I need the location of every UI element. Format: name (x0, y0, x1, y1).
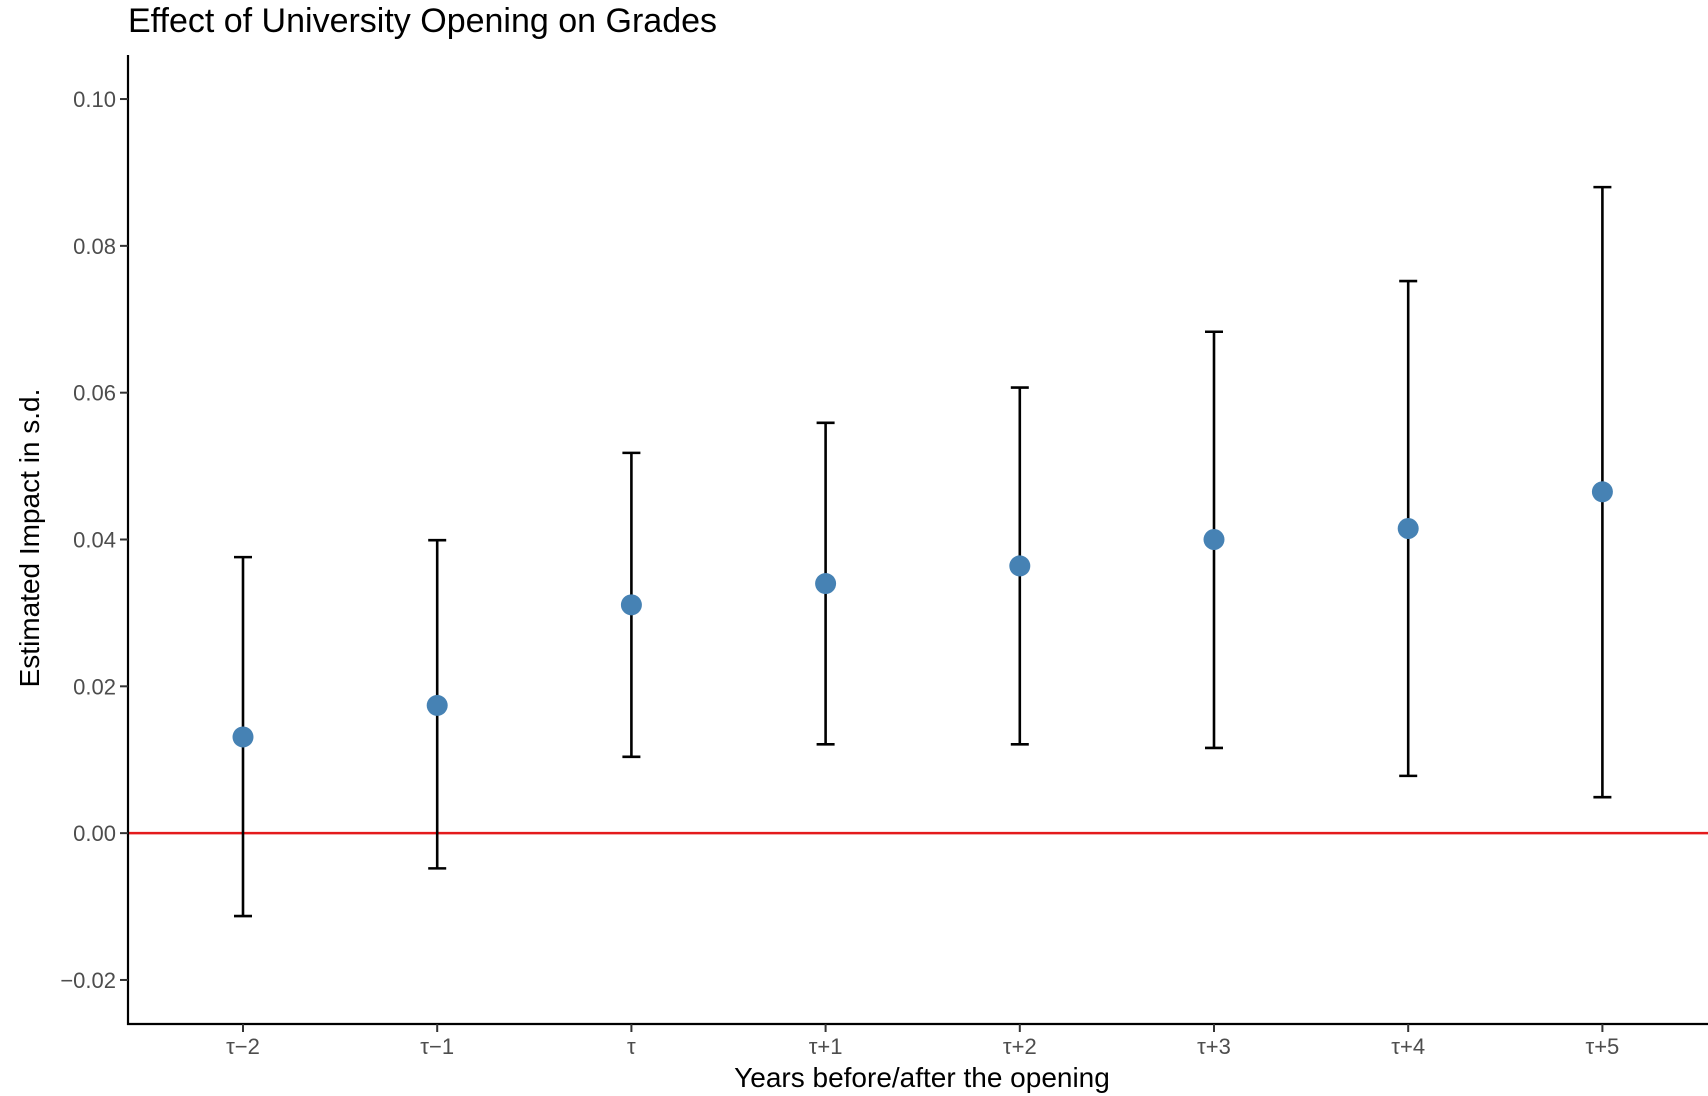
data-point (1397, 517, 1419, 539)
y-axis-title: Estimated Impact in s.d. (14, 389, 45, 688)
y-tick-label: 0.06 (73, 381, 116, 406)
x-tick-label: τ−1 (420, 1034, 454, 1059)
y-tick-label: −0.02 (60, 968, 116, 993)
x-tick-label: τ (627, 1034, 636, 1059)
data-point (815, 573, 837, 595)
data-point (426, 694, 448, 716)
x-tick-label: τ+2 (1003, 1034, 1037, 1059)
data-point (1591, 481, 1613, 503)
chart-title: Effect of University Opening on Grades (128, 2, 717, 40)
x-tick-label: τ+5 (1586, 1034, 1620, 1059)
x-axis-title: Years before/after the opening (734, 1062, 1110, 1093)
data-point (232, 726, 254, 748)
x-tick-label: τ+3 (1197, 1034, 1231, 1059)
plot-area: −0.02 0.00 0.02 0.04 0.06 0.08 0.10 τ−2 τ−1 τ τ+1 τ… (60, 55, 1708, 1059)
x-tick-label: τ+4 (1391, 1034, 1425, 1059)
y-tick-label: 0.10 (73, 87, 116, 112)
y-tick-label: 0.00 (73, 821, 116, 846)
x-tick-label: τ+1 (809, 1034, 843, 1059)
y-tick-label: 0.08 (73, 234, 116, 259)
x-tick-label: τ−2 (226, 1034, 260, 1059)
data-point (620, 594, 642, 616)
data-point (1009, 555, 1031, 577)
data-point (1203, 529, 1225, 550)
y-tick-label: 0.02 (73, 674, 116, 699)
y-tick-label: 0.04 (73, 528, 116, 553)
